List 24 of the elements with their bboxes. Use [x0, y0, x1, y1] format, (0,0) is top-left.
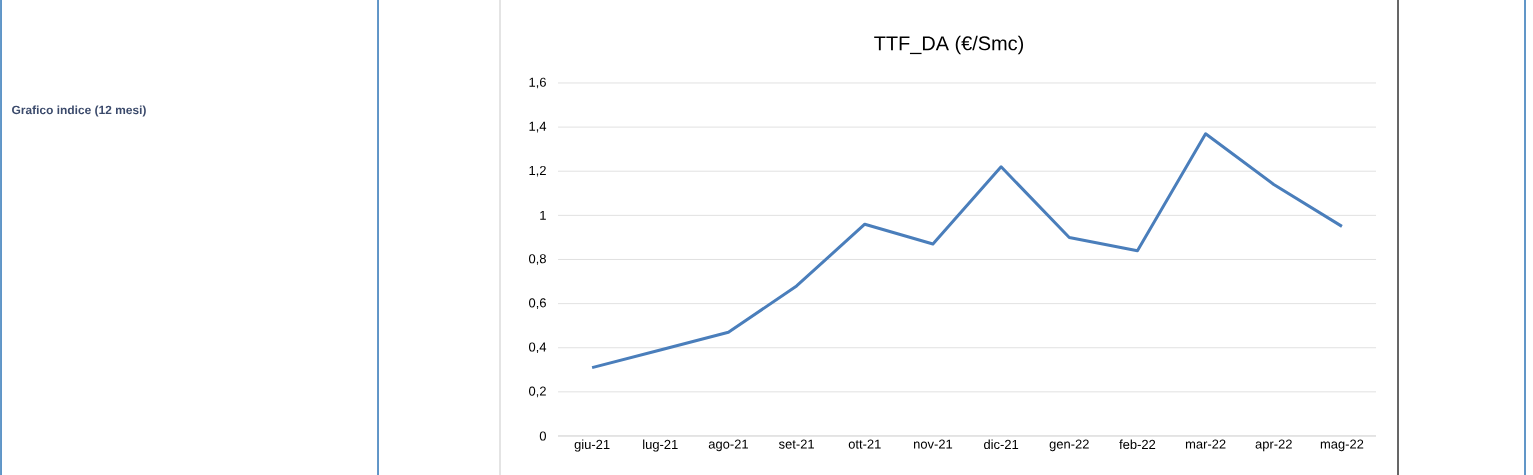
- y-tick-label: 0,4: [529, 342, 547, 354]
- x-tick-label: ott-21: [848, 439, 881, 449]
- text: Grafico indice (12 mesi): [12, 105, 146, 117]
- x-tick-label: apr-22: [1255, 439, 1292, 452]
- x-tick-label: dic-21: [984, 439, 1019, 450]
- x-tick-label: giu-21: [574, 439, 610, 452]
- x-tick-label: feb-22: [1119, 439, 1156, 450]
- x-tick-label: mar-22: [1185, 439, 1226, 449]
- y-tick-label: 0,8: [529, 254, 546, 265]
- line-series: [590, 132, 1344, 370]
- x-tick-label: gen-22: [1049, 439, 1089, 452]
- y-tick-label: 0: [539, 431, 546, 441]
- y-tick-label: 0,6: [529, 298, 546, 309]
- x-tick-label: lug-21: [643, 439, 678, 452]
- y-tick-label: 0,2: [529, 386, 546, 398]
- x-tick-label: set-21: [778, 439, 814, 449]
- y-tick-label: 1,4: [529, 121, 547, 133]
- y-tick-label: 1,2: [529, 165, 546, 177]
- x-tick-label: mag-22: [1320, 439, 1364, 452]
- y-tick-label: 1,6: [529, 77, 546, 89]
- x-tick-label: ago-21: [708, 439, 748, 452]
- x-tick-label: nov-21: [914, 439, 953, 449]
- y-tick-label: 1: [540, 210, 546, 220]
- chart-title: TTF_DA (€/Smc): [874, 35, 1024, 55]
